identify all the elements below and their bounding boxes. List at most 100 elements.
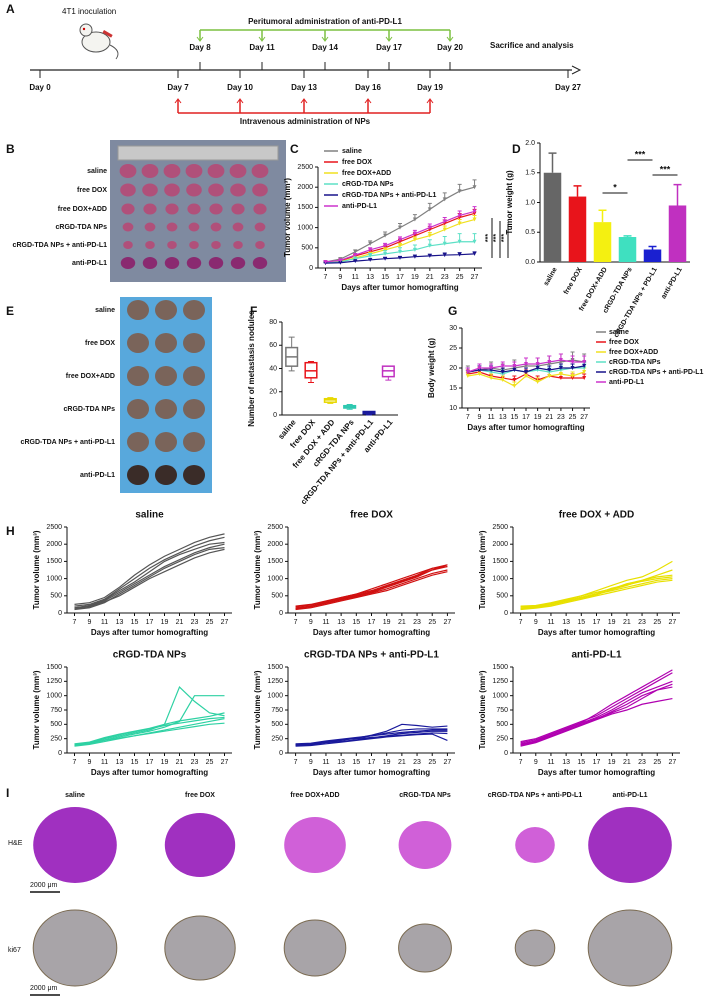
lung (183, 333, 205, 353)
x-tick-label: 19 (608, 619, 616, 626)
tumor (167, 241, 177, 249)
row-label: anti-PD-L1 (72, 260, 107, 267)
y-tick-label: 500 (496, 721, 508, 728)
marker (512, 384, 516, 388)
y-tick-label: 80 (269, 319, 277, 326)
x-tick-label: 15 (131, 619, 139, 626)
x-tick-label: 25 (456, 274, 464, 281)
x-tick-label: 15 (131, 759, 139, 766)
x-tick-label: 15 (352, 759, 360, 766)
chart-title: free DOX + ADD (559, 510, 634, 521)
y-tick-label: 750 (271, 707, 283, 714)
panel-letter: D (512, 142, 521, 156)
tumor (189, 241, 199, 249)
y-tick-label: 2500 (46, 524, 62, 531)
significance: *** (493, 234, 500, 242)
x-tick-label: 9 (534, 619, 538, 626)
tumor (186, 164, 203, 178)
x-axis-label: Days after tumor homografting (91, 768, 208, 777)
error-bar (624, 236, 632, 237)
lung (155, 432, 177, 452)
y-tick-label: 2000 (492, 541, 508, 548)
x-tick-label: 9 (478, 414, 482, 421)
tumor (231, 204, 244, 215)
timeline-arrow (572, 66, 580, 74)
column-label: anti-PD-L1 (613, 792, 648, 799)
y-tick-label: 2500 (492, 524, 508, 531)
x-axis-label: Days after tumor homografting (538, 628, 655, 637)
bar (569, 197, 587, 262)
x-tick-label: 15 (577, 619, 585, 626)
x-tick-label: 9 (534, 759, 538, 766)
x-axis-label: Days after tumor homografting (313, 768, 430, 777)
tumor (164, 184, 180, 197)
y-tick-label: 1500 (46, 558, 62, 565)
day-label: Day 8 (189, 43, 211, 52)
significance: *** (485, 234, 492, 242)
tumor (164, 164, 181, 178)
he-section (515, 827, 555, 863)
x-tick-label: 7 (324, 274, 328, 281)
legend-label: saline (342, 148, 362, 155)
day-label: Day 7 (167, 83, 189, 92)
row-label: cRGD-TDA NPs + anti-PD-L1 (13, 242, 108, 249)
y-tick-label: 250 (50, 736, 62, 743)
x-tick-label: 13 (562, 619, 570, 626)
x-tick-label: 27 (444, 619, 452, 626)
legend-label: free DOX+ADD (609, 349, 658, 356)
row-label: ki67 (8, 947, 21, 954)
x-axis-label: Days after tumor homografting (538, 768, 655, 777)
x-tick-label: 15 (381, 274, 389, 281)
x-tick-label: 11 (322, 759, 329, 766)
y-tick-label: 500 (301, 245, 313, 252)
panel-letter: E (6, 304, 14, 318)
tumor (252, 184, 268, 197)
x-tick-label: 9 (338, 274, 342, 281)
x-tick-label: 27 (580, 414, 588, 421)
column-label: cRGD-TDA NPs (399, 792, 451, 799)
x-tick-label: 9 (88, 619, 92, 626)
he-section (284, 817, 346, 873)
y-axis-label: Number of metastasis nodules (247, 310, 256, 427)
y-tick-label: 60 (269, 342, 277, 349)
y-tick-label: 250 (271, 736, 283, 743)
tumor (165, 257, 179, 269)
tumor (209, 204, 222, 215)
x-tick-label: 25 (206, 759, 214, 766)
row-label: anti-PD-L1 (80, 472, 115, 479)
series-line (75, 713, 225, 744)
y-axis-label: Tumor volume (mm³) (32, 530, 41, 609)
inoculation-label: 4T1 inoculation (62, 7, 116, 16)
x-tick-label: 13 (337, 759, 345, 766)
y-tick-label: 1250 (492, 678, 508, 685)
scale-bar-label: 2000 μm (30, 985, 58, 992)
y-tick-label: 1250 (46, 678, 62, 685)
x-tick-label: anti-PD-L1 (660, 266, 684, 300)
y-tick-label: 1500 (297, 204, 313, 211)
lung (183, 366, 205, 386)
x-tick-label: 11 (487, 414, 494, 421)
x-tick-label: 23 (413, 759, 421, 766)
tumor (230, 164, 247, 178)
bar (594, 222, 612, 262)
y-tick-label: 2000 (46, 541, 62, 548)
x-tick-label: 13 (562, 759, 570, 766)
y-tick-label: 1000 (267, 575, 283, 582)
tumor (123, 223, 134, 232)
tumor (253, 204, 266, 215)
column-label: saline (65, 792, 85, 799)
x-tick-label: 23 (191, 619, 199, 626)
y-tick-label: 0 (279, 610, 283, 617)
chart-title: free DOX (350, 510, 393, 521)
error-bar (549, 153, 557, 173)
lung (127, 399, 149, 419)
tumor (167, 223, 178, 232)
row-label: saline (95, 307, 115, 314)
tumor (233, 241, 243, 249)
panel-letter: G (448, 304, 457, 318)
mouse-icon (80, 24, 118, 59)
lung (183, 399, 205, 419)
ki67-section (588, 910, 672, 986)
lung (155, 465, 177, 485)
x-tick-label: 7 (466, 414, 470, 421)
